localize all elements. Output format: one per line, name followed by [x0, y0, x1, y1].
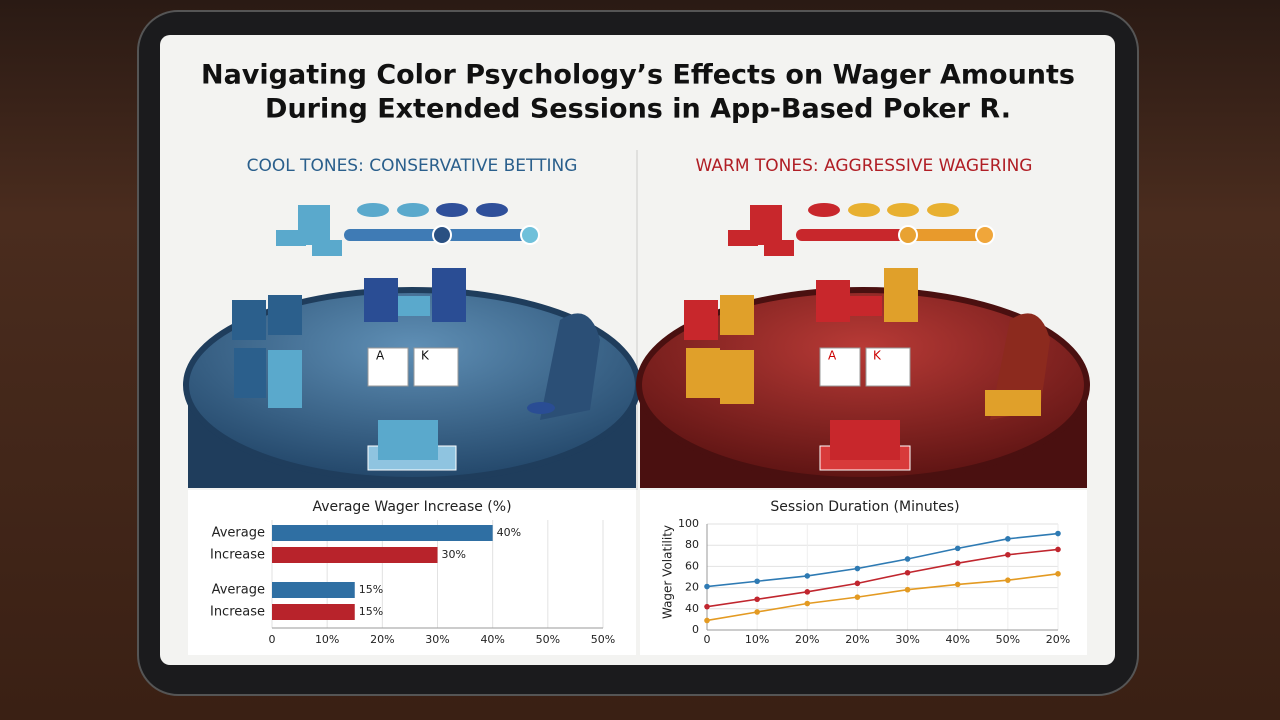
x-tick-label: 0	[269, 633, 276, 646]
line	[706, 573, 1059, 622]
x-tick-label: 20%	[370, 633, 394, 646]
x-tick-label: 50%	[591, 633, 615, 646]
x-tick-label: 20%	[1046, 633, 1070, 646]
point	[954, 545, 961, 552]
x-tick-label: 30%	[425, 633, 449, 646]
cool-illustration	[183, 203, 641, 488]
y-axis-label: Wager Volatility	[661, 525, 675, 619]
point	[754, 596, 760, 603]
point	[904, 556, 911, 562]
card-rank: A	[376, 349, 385, 363]
point	[804, 589, 811, 595]
point	[1005, 551, 1011, 558]
value-label: 15%	[359, 583, 383, 596]
value-label: 40%	[497, 526, 521, 539]
point	[1055, 546, 1061, 553]
bar	[272, 582, 355, 598]
point	[904, 569, 911, 576]
value-label: 30%	[442, 548, 466, 561]
point	[804, 600, 811, 607]
point	[854, 580, 861, 587]
point	[704, 583, 710, 590]
line	[706, 532, 1059, 588]
line	[706, 548, 1059, 608]
point	[954, 581, 961, 588]
point	[704, 603, 710, 610]
chart-panel	[640, 490, 1087, 655]
x-tick-label: 20%	[795, 633, 819, 646]
point	[754, 609, 760, 615]
x-tick-label: 10%	[745, 633, 769, 646]
point	[804, 573, 811, 579]
point	[1055, 571, 1061, 577]
x-tick-label: 0	[704, 633, 711, 646]
x-tick-label: 10%	[315, 633, 339, 646]
point	[854, 565, 861, 572]
y-tick-label: 0	[692, 623, 699, 636]
panel-heading: WARM TONES: AGGRESSIVE WAGERING	[696, 156, 1033, 176]
x-tick-label: 30%	[895, 633, 919, 646]
point	[954, 560, 961, 567]
point	[704, 617, 710, 624]
y-tick-label: Average	[212, 583, 265, 598]
y-tick-label: Increase	[210, 548, 265, 563]
warm-illustration	[636, 203, 1090, 488]
card-rank: A	[828, 349, 837, 363]
card-rank: K	[873, 349, 882, 363]
x-tick-label: 50%	[536, 633, 560, 646]
chart-title: Average Wager Increase (%)	[312, 499, 511, 515]
x-tick-label: 50%	[996, 633, 1020, 646]
title-line: Navigating Color Psychology’s Effects on…	[201, 60, 1075, 91]
point	[1005, 577, 1011, 583]
y-tick-label: 100	[678, 517, 699, 530]
title-line: During Extended Sessions in App-Based Po…	[265, 94, 1011, 125]
point	[904, 586, 911, 593]
bar	[272, 547, 438, 563]
x-tick-label: 40%	[945, 633, 969, 646]
y-tick-label: 60	[685, 559, 699, 572]
bar	[272, 604, 355, 620]
point	[854, 594, 861, 600]
y-tick-label: 20	[685, 581, 699, 594]
y-tick-label: Increase	[210, 605, 265, 620]
bar	[272, 525, 493, 541]
y-tick-label: 80	[685, 538, 699, 551]
panel-heading: COOL TONES: CONSERVATIVE BETTING	[247, 156, 578, 176]
y-tick-label: 40	[685, 602, 699, 615]
point	[1055, 530, 1061, 537]
chart-title: Session Duration (Minutes)	[770, 499, 959, 515]
value-label: 15%	[359, 605, 383, 618]
point	[1005, 536, 1011, 542]
x-tick-label: 20%	[845, 633, 869, 646]
x-tick-label: 40%	[480, 633, 504, 646]
y-tick-label: Average	[212, 526, 265, 541]
point	[754, 578, 760, 585]
card-rank: K	[421, 349, 430, 363]
